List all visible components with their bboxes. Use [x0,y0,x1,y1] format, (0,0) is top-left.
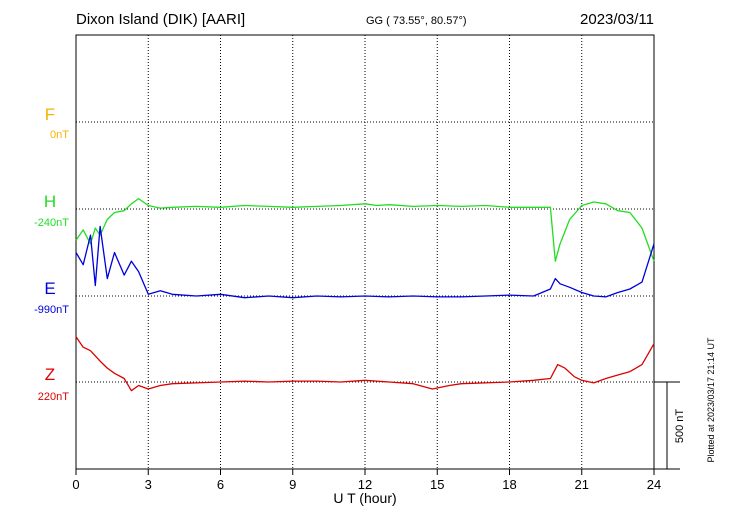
channel-baseline-F: 0nT [50,129,69,141]
x-tick-label: 18 [502,477,516,492]
channel-name-E: E [44,279,55,298]
series-lines [75,197,655,392]
channel-baseline-E: -990nT [34,304,69,316]
scale-bar-label: 500 nT [674,409,686,444]
series-line-Z [75,336,655,392]
station-title: Dixon Island (DIK) [AARI] [76,11,245,28]
x-tick-label: 6 [217,477,224,492]
scale-bar: 500 nT [654,381,686,470]
date-label: 2023/03/11 [580,11,654,28]
channel-name-F: F [45,105,55,124]
x-axis-ticks: 0 3 6 9 12 15 18 21 24 [72,469,661,492]
grid-lines [76,35,654,469]
x-tick-label: 24 [647,477,661,492]
plotted-timestamp: Plotted at 2023/03/17 21:14 UT [706,337,716,463]
x-tick-label: 12 [358,477,372,492]
x-tick-label: 0 [72,477,79,492]
x-tick-label: 21 [575,477,589,492]
series-line-E [75,225,655,299]
coordinates-label: GG ( 73.55°, 80.57°) [366,15,467,27]
channel-labels: F 0nT H -240nT E -990nT Z 220nT [34,105,69,403]
channel-baseline-Z: 220nT [38,391,69,403]
x-tick-label: 3 [145,477,152,492]
x-tick-label: 15 [430,477,444,492]
channel-name-H: H [44,192,56,211]
x-tick-label: 9 [289,477,296,492]
channel-baseline-H: -240nT [34,217,69,229]
series-line-H [75,197,655,262]
x-axis-label: U T (hour) [333,490,396,506]
channel-name-Z: Z [45,365,55,384]
